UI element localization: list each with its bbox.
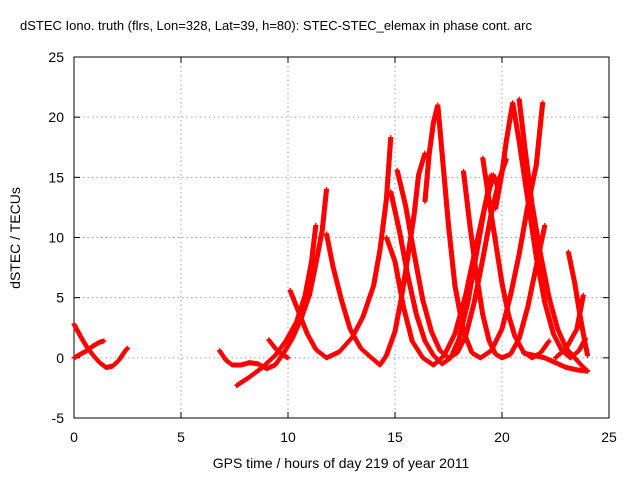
grid <box>74 57 609 418</box>
data-point <box>285 355 291 361</box>
series-arc-05 <box>266 337 291 361</box>
series-arc-06 <box>287 135 394 361</box>
data-point <box>125 345 130 351</box>
y-tick-label: 15 <box>48 169 64 185</box>
x-tick-label: 10 <box>280 429 296 445</box>
y-tick-label: 5 <box>56 290 64 306</box>
x-tick-label: 25 <box>601 429 617 445</box>
data-point <box>313 222 319 228</box>
y-tick-label: 25 <box>48 49 64 65</box>
plot-frame <box>73 56 610 419</box>
x-tick-label: 20 <box>494 429 510 445</box>
data-marks <box>71 96 591 389</box>
y-axis-label: dSTEC / TECUs <box>7 187 23 289</box>
y-tick-label: 0 <box>56 350 64 366</box>
axis-ticks: 0 5 10 15 20 25 -5 0 5 10 15 20 25 <box>48 49 617 445</box>
data-point <box>101 338 107 344</box>
data-point <box>388 135 394 141</box>
series-arc-01 <box>71 321 130 370</box>
x-tick-label: 5 <box>177 429 185 445</box>
data-point <box>324 186 330 192</box>
series-arc-12 <box>460 168 548 361</box>
y-tick-label: 10 <box>48 230 64 246</box>
series-arc-02 <box>71 338 107 361</box>
y-tick-label: 20 <box>48 109 64 125</box>
x-tick-label: 0 <box>70 429 78 445</box>
y-tick-label: -5 <box>52 410 65 426</box>
chart-title: dSTEC Iono. truth (flrs, Lon=328, Lat=39… <box>20 18 532 33</box>
x-tick-label: 15 <box>387 429 403 445</box>
x-axis-label: GPS time / hours of day 219 of year 2011 <box>213 455 470 471</box>
